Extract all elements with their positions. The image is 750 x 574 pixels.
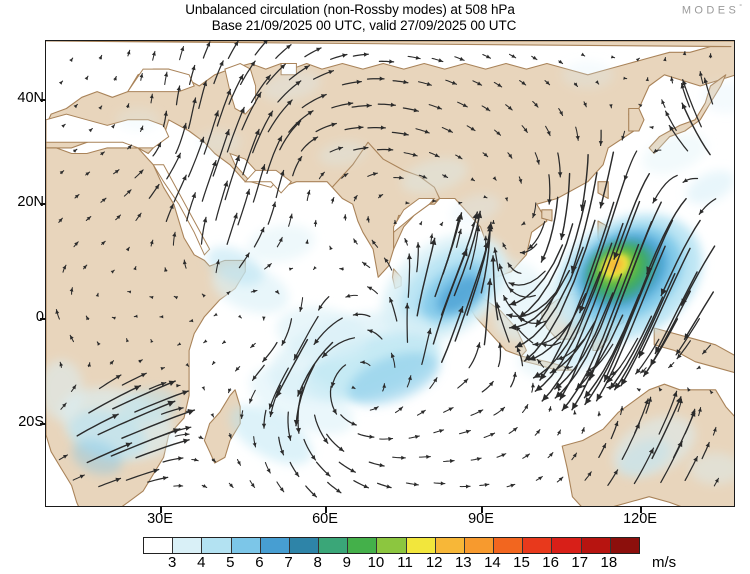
y-axis-tick-label: 0 xyxy=(35,309,44,325)
colorbar-tick-label: 13 xyxy=(454,554,472,571)
map-frame xyxy=(45,40,735,507)
colorbar-swatch xyxy=(523,538,553,553)
x-axis-tick-label: 60E xyxy=(312,511,338,527)
colorbar-tick-label: 14 xyxy=(484,554,501,571)
y-axis-tick-mark xyxy=(40,99,46,101)
colorbar-swatch xyxy=(348,538,378,553)
colorbar-swatch xyxy=(406,538,436,553)
map-canvas xyxy=(46,41,734,506)
colorbar-tick-label: 11 xyxy=(397,554,413,571)
colorbar-swatch xyxy=(610,538,639,553)
colorbar-tick-label: 5 xyxy=(226,554,235,571)
colorbar-swatches xyxy=(143,537,640,554)
x-axis-tick-mark xyxy=(160,506,162,513)
colorbar-tick-label: 8 xyxy=(313,554,322,571)
modes-logo: MODES° xyxy=(682,4,742,17)
modes-logo-mark: ° xyxy=(739,4,742,11)
x-axis-tick-mark xyxy=(325,506,327,513)
colorbar-swatch xyxy=(464,538,495,553)
colorbar-tick-label: 17 xyxy=(571,554,589,571)
x-axis-tick-mark xyxy=(481,506,483,513)
y-axis-tick-label: 20N xyxy=(17,194,44,210)
colorbar-swatch xyxy=(144,538,174,553)
colorbar-swatch xyxy=(581,538,611,553)
y-axis-tick-label: 20S xyxy=(18,414,44,430)
colorbar-swatch xyxy=(202,538,232,553)
y-axis-tick-label: 40N xyxy=(17,90,44,106)
colorbar-swatch xyxy=(260,538,290,553)
x-axis-tick-label: 30E xyxy=(147,511,173,527)
colorbar xyxy=(143,537,640,554)
x-axis-tick-mark xyxy=(640,506,642,513)
colorbar-tick-label: 12 xyxy=(425,554,443,571)
y-axis-tick-mark xyxy=(40,203,46,205)
x-axis-tick-label: 120E xyxy=(623,511,657,527)
colorbar-unit-label: m/s xyxy=(652,554,677,571)
colorbar-tick-label: 16 xyxy=(542,554,559,571)
page-title: Unbalanced circulation (non-Rossby modes… xyxy=(185,2,515,17)
colorbar-tick-label: 9 xyxy=(342,554,351,571)
colorbar-swatch xyxy=(435,538,465,553)
title-block: Unbalanced circulation (non-Rossby modes… xyxy=(0,2,700,34)
colorbar-tick-label: 4 xyxy=(197,554,206,571)
colorbar-swatch xyxy=(319,538,349,553)
colorbar-swatch xyxy=(494,538,524,553)
page-subtitle: Base 21/09/2025 00 UTC, valid 27/09/2025… xyxy=(211,18,517,33)
colorbar-swatch xyxy=(552,538,582,553)
colorbar-tick-label: 18 xyxy=(600,554,618,571)
colorbar-tick-label: 3 xyxy=(167,554,177,571)
colorbar-tick-label: 15 xyxy=(513,554,530,571)
colorbar-swatch xyxy=(289,538,320,553)
colorbar-swatch xyxy=(231,538,261,553)
y-axis-tick-mark xyxy=(40,318,46,320)
map-panel xyxy=(45,40,735,507)
colorbar-tick-label: 7 xyxy=(284,554,293,571)
x-axis-tick-label: 90E xyxy=(468,511,494,527)
colorbar-tick-label: 10 xyxy=(367,554,385,571)
colorbar-swatch xyxy=(173,538,203,553)
colorbar-swatch xyxy=(377,538,407,553)
y-axis-tick-mark xyxy=(40,423,46,425)
colorbar-tick-label: 6 xyxy=(255,554,264,571)
modes-logo-text: MODES xyxy=(681,4,740,17)
